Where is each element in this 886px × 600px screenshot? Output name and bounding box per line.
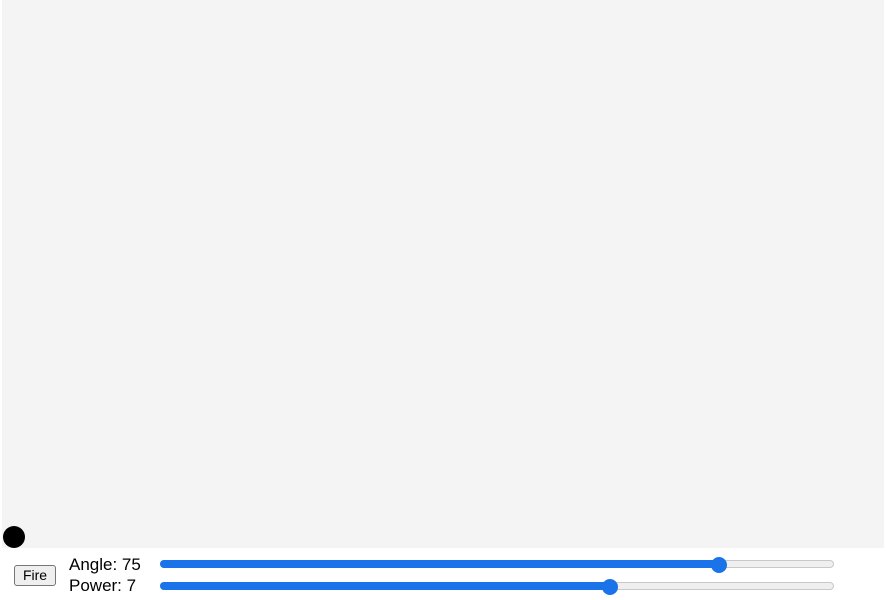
power-label: Power: 7 [69,576,137,595]
angle-slider-fill [160,560,720,568]
power-slider-fill [160,582,610,590]
projectile-ball [3,526,25,548]
game-canvas [2,0,884,548]
power-slider-thumb[interactable] [601,579,618,595]
power-slider[interactable] [160,579,834,595]
angle-slider[interactable] [160,557,834,573]
angle-slider-thumb[interactable] [711,557,728,573]
fire-button[interactable]: Fire [14,565,56,586]
control-panel: Fire Angle: 75 Power: 7 [2,548,884,595]
angle-label: Angle: 75 [69,555,141,574]
